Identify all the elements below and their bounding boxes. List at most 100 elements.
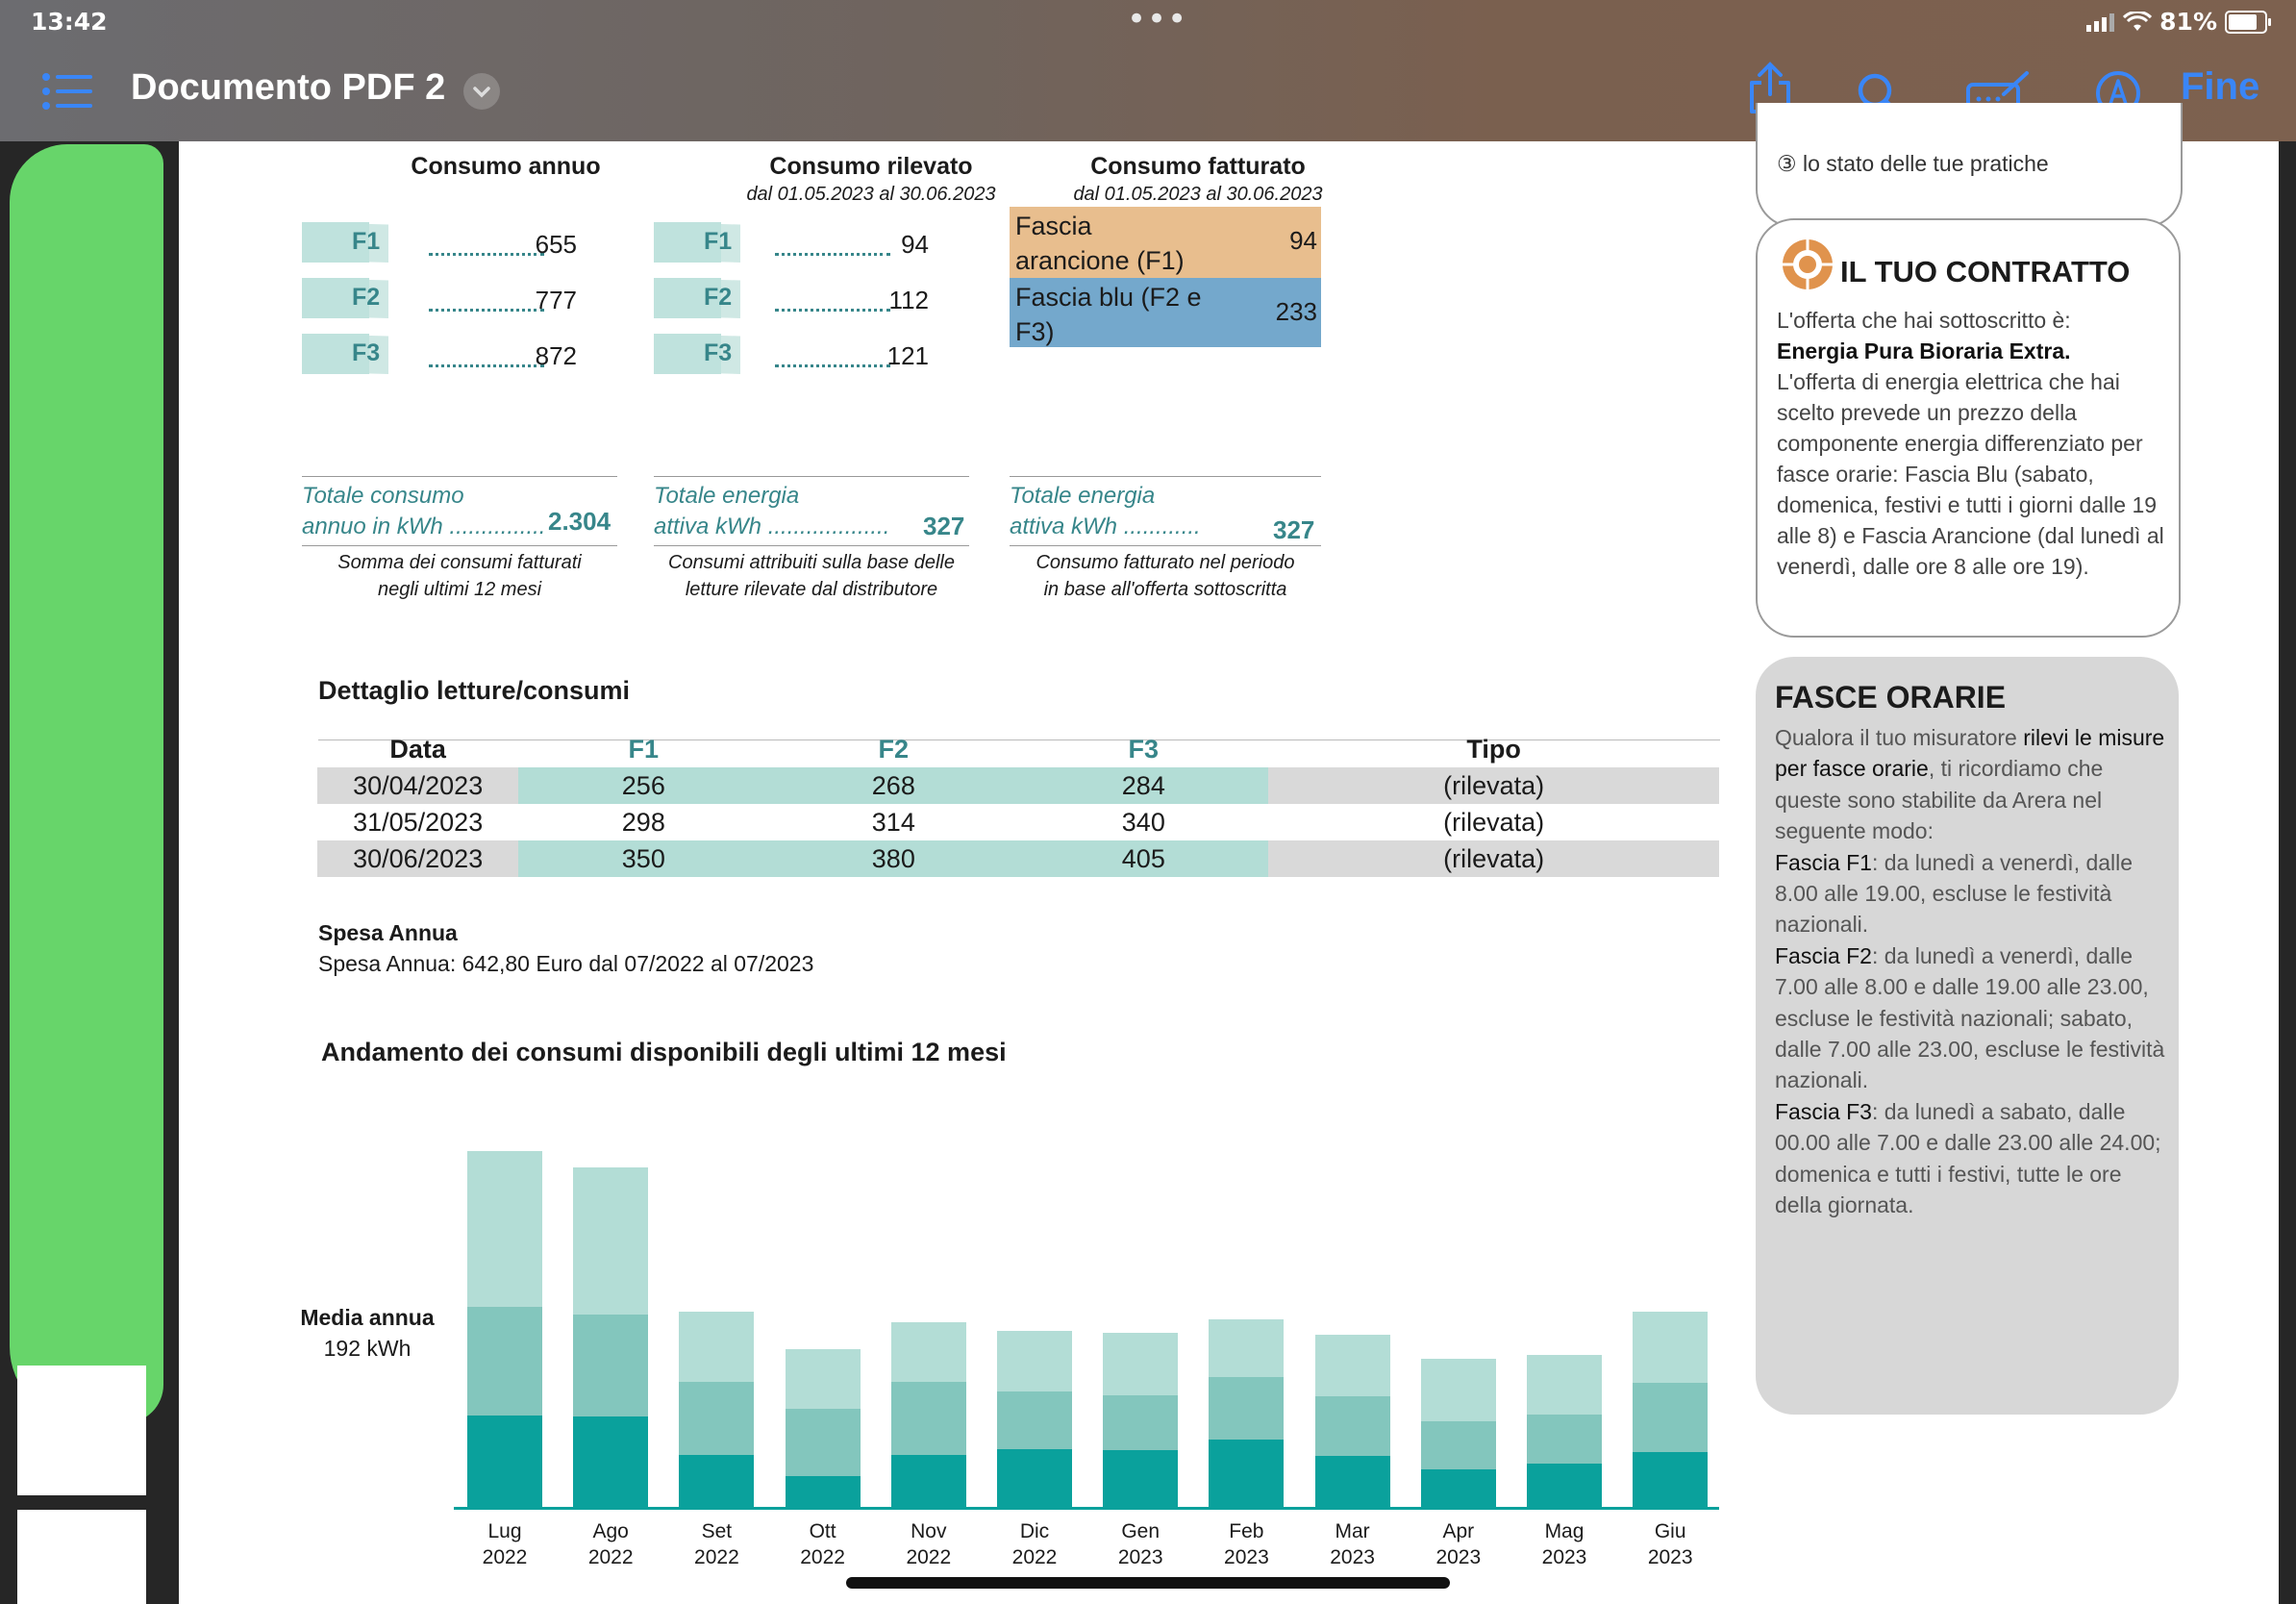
bar-segment-1	[679, 1455, 755, 1507]
annual-bands: F1 F2 F3 655 777 872	[302, 222, 802, 405]
time-bands-title: FASCE ORARIE	[1775, 680, 2007, 714]
battery-percent: 81%	[2159, 8, 2217, 36]
bar-segment-2	[1633, 1383, 1709, 1452]
multitasking-dots-icon[interactable]: •••	[1127, 0, 1188, 38]
x-tick-label: Nov 2022	[906, 1520, 952, 1568]
band-label: F1	[704, 228, 733, 255]
page-thumbnail[interactable]	[17, 1510, 146, 1604]
x-tick-label: Ago 2022	[587, 1520, 634, 1568]
billed-consumption-title: Consumo fatturato	[1090, 153, 1306, 180]
status-indicators: 81%	[2086, 8, 2271, 36]
document-title[interactable]: Documento PDF 2	[131, 67, 446, 108]
billed-total-label: Totale energia	[1010, 483, 1156, 509]
services-box: ③ lo stato delle tue pratiche	[1756, 103, 2183, 228]
bar-segment-2	[997, 1391, 1072, 1449]
bar-segment-3	[785, 1349, 861, 1409]
media-label: Media annua	[300, 1305, 435, 1330]
bar-segment-1	[1209, 1440, 1285, 1507]
table-row: 30/04/2023 256 268 284 (rilevata)	[317, 767, 1719, 804]
bar-segment-2	[1314, 1396, 1390, 1456]
contract-box: IL TUO CONTRATTO L'offerta che hai sotto…	[1756, 218, 2181, 638]
bar-segment-1	[785, 1476, 861, 1507]
page-thumbnail[interactable]	[17, 1366, 146, 1495]
bar-segment-2	[1527, 1415, 1602, 1464]
bar-segment-1	[997, 1449, 1072, 1507]
x-tick-label: Mag 2023	[1541, 1520, 1587, 1568]
annual-note: Somma dei consumi fatturati negli ultimi …	[337, 552, 582, 600]
chart-title: Andamento dei consumi disponibili degli …	[321, 1038, 1007, 1066]
pdf-page: Consumo annuo F1 F2 F3 655 777 872 Total…	[179, 103, 2279, 1604]
annual-expense-text: Spesa Annua: 642,80 Euro dal 07/2022 al …	[318, 951, 814, 976]
done-button[interactable]: Fine	[2181, 65, 2260, 108]
bar-segment-3	[467, 1151, 542, 1307]
band-value: 112	[888, 286, 929, 314]
bar-segment-2	[679, 1382, 755, 1455]
band-value: 121	[886, 341, 929, 370]
band-label: F3	[704, 339, 733, 366]
annual-total-label: annuo in kWh ...............	[302, 514, 546, 539]
thumbnail-sidebar-highlight	[10, 144, 163, 1423]
table-row: 30/06/2023 350 380 405 (rilevata)	[317, 840, 1719, 877]
wifi-icon	[2123, 11, 2153, 31]
chevron-down-icon[interactable]	[463, 73, 500, 110]
band-value: 777	[535, 286, 577, 314]
table-row: 31/05/2023 298 314 340 (rilevata)	[353, 807, 1545, 837]
bar-segment-3	[1420, 1359, 1496, 1421]
orange-band-label: Fascia arancione (F1)	[1015, 212, 1185, 275]
bar-segment-2	[1420, 1421, 1496, 1469]
list-icon[interactable]	[42, 73, 92, 110]
x-tick-label: Set 2022	[694, 1520, 739, 1568]
bar-segment-3	[573, 1167, 649, 1315]
chart-x-axis	[454, 1507, 1719, 1510]
bar-segment-1	[1633, 1452, 1709, 1507]
contract-title: IL TUO CONTRATTO	[1840, 255, 2131, 288]
orange-band-box: Fascia arancione (F1) 94	[1010, 207, 1321, 278]
column-header: Data	[389, 734, 446, 764]
bar-segment-3	[997, 1331, 1072, 1391]
home-indicator[interactable]	[846, 1577, 1450, 1589]
bar-segment-3	[1103, 1333, 1179, 1395]
top-bar: 13:42 ••• 81% Documento PDF 2 Fine	[0, 0, 2296, 141]
band-label: F3	[352, 339, 381, 366]
measured-consumption-title: Consumo rilevato	[769, 153, 973, 180]
bar-segment-3	[679, 1312, 755, 1382]
band-label: F1	[352, 228, 381, 255]
bar-segment-1	[890, 1455, 966, 1507]
measured-total-value: 327	[923, 512, 965, 540]
x-tick-label: Lug 2022	[482, 1520, 528, 1568]
bar-segment-2	[573, 1315, 649, 1416]
column-header: F1	[628, 734, 660, 764]
band-value: 872	[535, 341, 577, 370]
measured-bands: F1 F2 F3 94 112 121	[654, 222, 1154, 405]
column-header: F2	[878, 734, 910, 764]
bar-segment-1	[1314, 1456, 1390, 1507]
contract-text: L'offerta che hai sottoscritto è: Energi…	[1777, 308, 2164, 579]
billed-total-value: 327	[1273, 515, 1315, 544]
bar-segment-3	[1209, 1319, 1285, 1377]
billed-note: Consumo fatturato nel periodo in base all…	[1036, 552, 1295, 600]
media-value: 192 kWh	[323, 1336, 412, 1361]
blue-band-box: Fascia blu (F2 e F3) 233	[1010, 278, 1321, 347]
time-bands-box: FASCE ORARIE Qualora il tuo misuratore r…	[1756, 657, 2179, 1415]
column-header: F3	[1128, 734, 1160, 764]
bar-segment-3	[890, 1322, 966, 1382]
annual-expense-title: Spesa Annua	[318, 920, 458, 945]
x-tick-label: Giu 2023	[1647, 1520, 1693, 1568]
measured-note: Consumi attribuiti sulla base delle lettu…	[668, 552, 955, 600]
bar-segment-2	[785, 1409, 861, 1476]
band-label: F2	[352, 284, 381, 311]
bar-segment-1	[467, 1416, 542, 1507]
annual-total-label: Totale consumo	[302, 483, 464, 509]
bar-segment-3	[1314, 1335, 1390, 1396]
bar-segment-1	[1420, 1469, 1496, 1507]
billed-consumption-period: dal 01.05.2023 al 30.06.2023	[1073, 184, 1323, 205]
x-tick-label: Mar 2023	[1330, 1520, 1375, 1568]
band-value: 94	[901, 230, 929, 259]
x-tick-label: Dic 2022	[1011, 1520, 1058, 1568]
battery-icon	[2225, 10, 2271, 34]
annual-consumption-title: Consumo annuo	[411, 153, 601, 180]
cellular-signal-icon	[2086, 13, 2115, 32]
blue-band-value: 233	[1275, 297, 1317, 326]
band-label: F2	[704, 284, 733, 311]
measured-consumption-period: dal 01.05.2023 al 30.06.2023	[746, 184, 996, 205]
